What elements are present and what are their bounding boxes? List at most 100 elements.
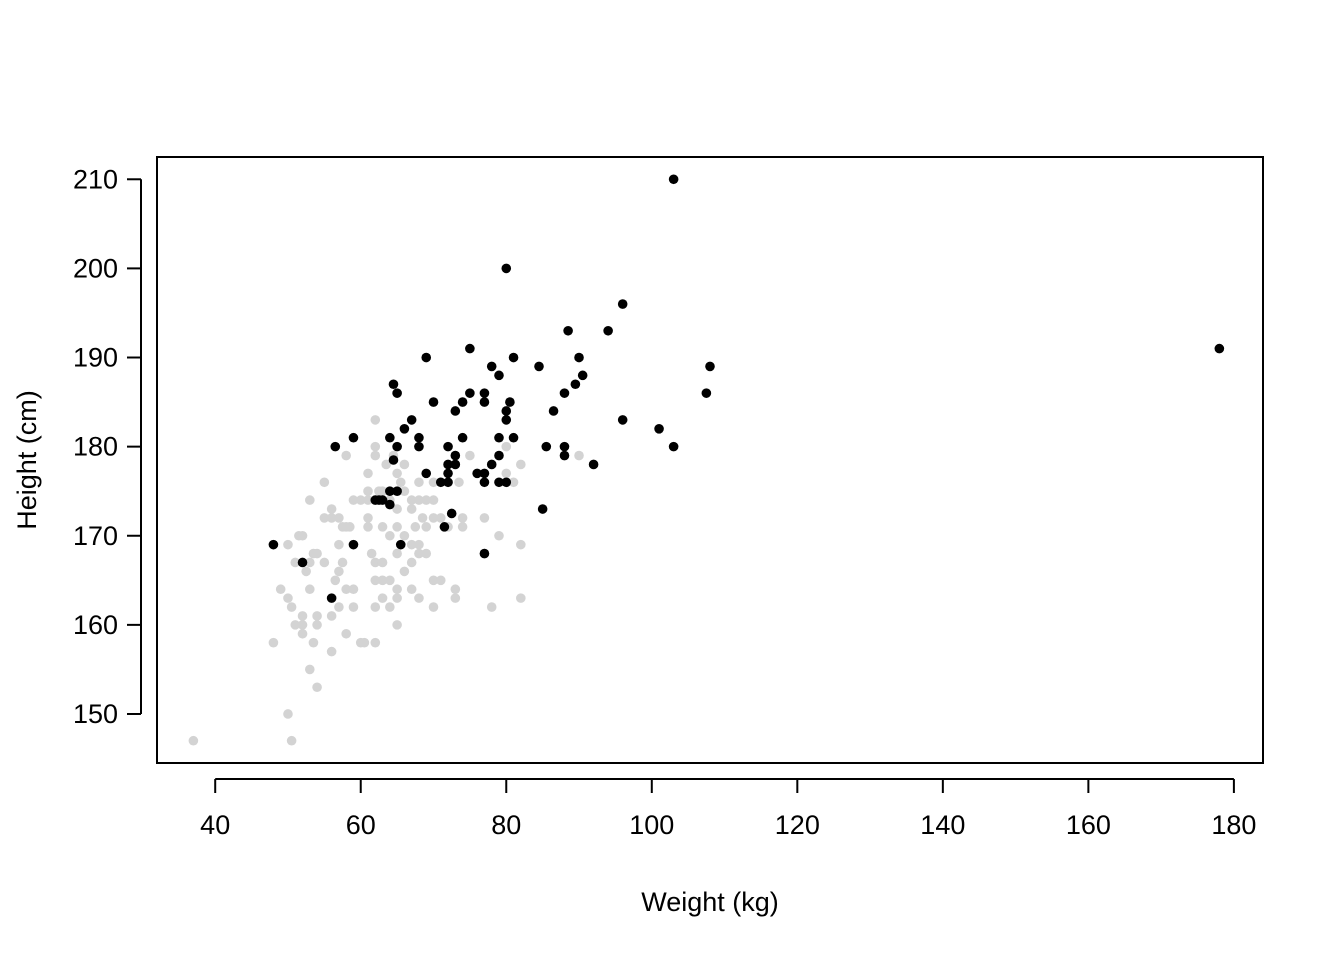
x-tick-label: 140 bbox=[920, 810, 965, 840]
y-tick-label: 180 bbox=[73, 432, 118, 462]
data-point-dark bbox=[435, 477, 446, 488]
data-point-light bbox=[421, 495, 432, 505]
data-point-light bbox=[334, 513, 344, 523]
data-point-light bbox=[516, 459, 526, 470]
data-point-dark bbox=[654, 424, 664, 434]
data-point-light bbox=[406, 557, 417, 568]
data-point-dark bbox=[501, 477, 512, 488]
data-point-light bbox=[494, 530, 504, 541]
data-point-light bbox=[305, 584, 315, 595]
data-point-light bbox=[421, 548, 432, 559]
data-point-light bbox=[392, 504, 402, 514]
data-point-light bbox=[428, 575, 439, 586]
data-point-light bbox=[297, 611, 308, 621]
data-point-light bbox=[395, 477, 406, 488]
data-point-light bbox=[312, 682, 322, 693]
plot-frame bbox=[156, 156, 1264, 764]
y-axis-label: Height (cm) bbox=[12, 390, 42, 530]
data-point-light bbox=[370, 450, 381, 461]
data-point-dark bbox=[268, 539, 279, 550]
data-point-dark bbox=[701, 388, 712, 398]
data-point-light bbox=[377, 522, 388, 532]
data-point-light bbox=[414, 548, 424, 559]
data-point-light bbox=[363, 522, 373, 532]
data-point-light bbox=[392, 593, 402, 603]
data-point-light bbox=[337, 557, 348, 568]
data-point-light bbox=[428, 495, 439, 505]
data-point-light bbox=[516, 593, 526, 603]
data-point-dark bbox=[465, 388, 475, 398]
data-point-dark bbox=[395, 539, 406, 550]
data-point-dark bbox=[392, 441, 402, 452]
data-point-light bbox=[406, 539, 417, 550]
data-point-dark bbox=[494, 477, 504, 488]
data-point-light bbox=[297, 628, 308, 639]
data-point-dark bbox=[559, 388, 570, 398]
data-point-light bbox=[392, 468, 402, 479]
data-point-light bbox=[319, 477, 330, 488]
data-point-light bbox=[381, 459, 392, 470]
data-point-light bbox=[479, 513, 490, 523]
data-point-dark bbox=[450, 459, 461, 470]
data-point-dark bbox=[617, 415, 628, 425]
data-point-light bbox=[406, 584, 417, 595]
y-tick-label: 150 bbox=[73, 699, 118, 729]
data-point-dark bbox=[414, 441, 424, 452]
data-point-dark bbox=[377, 495, 388, 505]
data-point-dark bbox=[1214, 343, 1225, 354]
data-point-light bbox=[312, 611, 322, 621]
data-point-dark bbox=[505, 397, 515, 407]
data-point-light bbox=[410, 522, 421, 532]
data-point-dark bbox=[392, 388, 402, 398]
data-point-light bbox=[414, 539, 424, 550]
data-point-dark bbox=[465, 343, 475, 354]
x-tick-label: 120 bbox=[775, 810, 820, 840]
data-point-dark bbox=[479, 548, 490, 559]
data-point-dark bbox=[443, 441, 453, 452]
data-point-light bbox=[326, 646, 337, 657]
data-point-light bbox=[392, 584, 402, 595]
data-point-dark bbox=[348, 539, 359, 550]
data-point-dark bbox=[548, 406, 559, 416]
data-point-light bbox=[399, 530, 410, 541]
data-point-light bbox=[392, 620, 402, 630]
data-point-dark bbox=[501, 415, 512, 425]
data-point-dark bbox=[297, 557, 308, 568]
x-tick-label: 160 bbox=[1066, 810, 1111, 840]
data-point-dark bbox=[479, 388, 490, 398]
data-point-dark bbox=[534, 361, 544, 372]
data-point-dark bbox=[479, 468, 490, 479]
data-point-light bbox=[428, 513, 439, 523]
data-point-light bbox=[414, 477, 424, 488]
data-point-light bbox=[312, 620, 322, 630]
data-point-dark bbox=[439, 522, 450, 532]
data-point-light bbox=[385, 602, 395, 612]
data-point-light bbox=[370, 575, 381, 586]
data-point-light bbox=[305, 495, 315, 505]
x-tick-label: 180 bbox=[1211, 810, 1256, 840]
data-point-dark bbox=[559, 441, 570, 452]
data-point-light bbox=[392, 522, 402, 532]
data-point-dark bbox=[385, 499, 395, 510]
data-point-light bbox=[286, 735, 297, 746]
data-point-light bbox=[428, 602, 439, 612]
data-point-dark bbox=[577, 370, 588, 381]
data-point-light bbox=[348, 495, 359, 505]
data-point-light bbox=[188, 735, 199, 746]
y-tick-label: 160 bbox=[73, 610, 118, 640]
data-point-dark bbox=[479, 397, 490, 407]
data-point-light bbox=[345, 522, 355, 532]
y-tick-label: 170 bbox=[73, 521, 118, 551]
data-point-dark bbox=[443, 468, 453, 479]
data-point-light bbox=[414, 593, 424, 603]
x-axis-label: Weight (kg) bbox=[641, 887, 779, 917]
data-point-dark bbox=[399, 424, 410, 434]
data-point-dark bbox=[563, 325, 573, 336]
y-tick-label: 200 bbox=[73, 253, 118, 283]
data-point-light bbox=[286, 602, 297, 612]
data-point-light bbox=[465, 450, 475, 461]
data-point-light bbox=[348, 584, 359, 595]
data-point-dark bbox=[414, 432, 424, 443]
x-tick-label: 80 bbox=[491, 810, 521, 840]
